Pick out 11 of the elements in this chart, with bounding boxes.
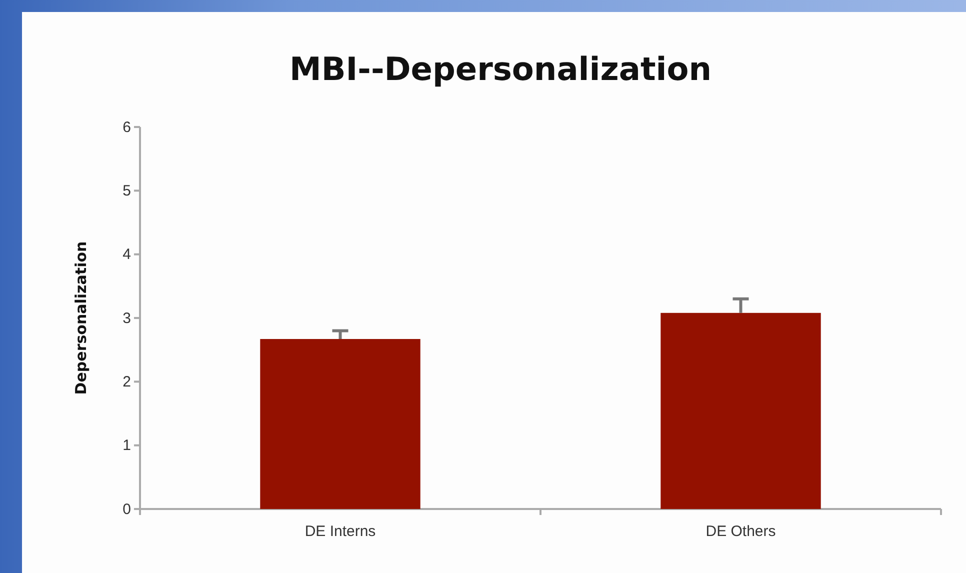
y-tick-label: 3 (122, 310, 131, 327)
y-tick-label: 2 (122, 373, 131, 390)
x-tick-label: DE Others (706, 523, 776, 540)
y-tick-label: 5 (122, 182, 131, 200)
chart-title: MBI--Depersonalization (290, 50, 712, 88)
y-axis-title: Depersonalization (72, 241, 90, 395)
y-tick-label: 4 (122, 246, 131, 264)
y-tick-label: 1 (122, 437, 131, 454)
x-tick-label: DE Interns (304, 523, 376, 540)
y-tick-label: 0 (122, 500, 131, 518)
y-tick-label: 6 (122, 118, 131, 136)
